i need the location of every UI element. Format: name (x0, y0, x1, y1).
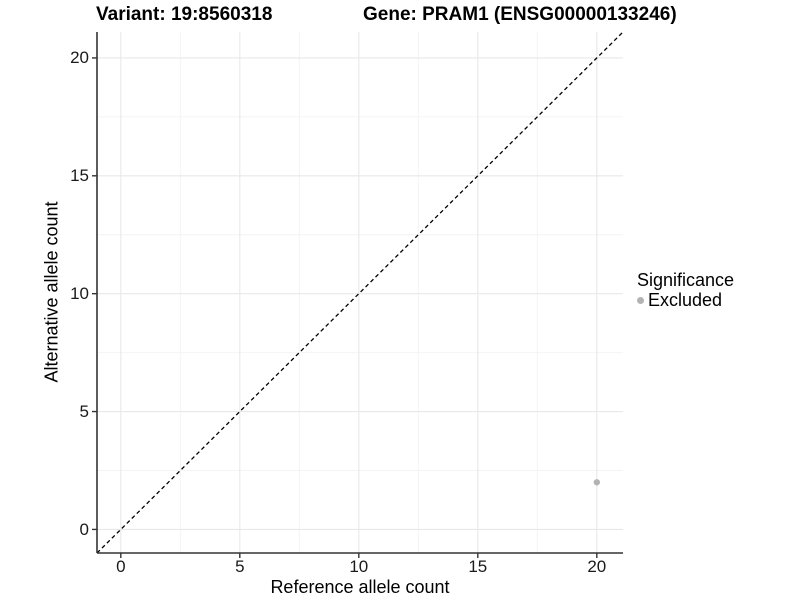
y-tick-label: 5 (79, 402, 89, 422)
x-tick-label: 15 (468, 557, 488, 576)
x-tick-label: 20 (587, 557, 607, 576)
legend-item-excluded: Excluded (637, 291, 734, 309)
legend-title: Significance (637, 270, 735, 290)
data-point (593, 479, 601, 486)
x-tick-label: 0 (116, 557, 126, 576)
y-tick-label: 15 (70, 166, 89, 186)
legend: Significance Excluded (637, 271, 734, 309)
x-tick-label: 5 (235, 557, 245, 576)
gene-title: Gene: PRAM1 (ENSG00000133246) (363, 4, 677, 25)
x-tick-label: 10 (349, 557, 369, 576)
y-tick-label: 10 (70, 284, 89, 304)
plot-panel (92, 31, 624, 558)
circle-marker-icon (637, 296, 644, 304)
x-axis-title: Reference allele count (270, 577, 450, 597)
legend-item-label: Excluded (648, 290, 723, 310)
variant-title: Variant: 19:8560318 (96, 4, 273, 25)
y-tick-label: 0 (79, 519, 89, 539)
y-tick-label: 20 (70, 48, 89, 68)
identity-reference-line (96, 31, 624, 554)
